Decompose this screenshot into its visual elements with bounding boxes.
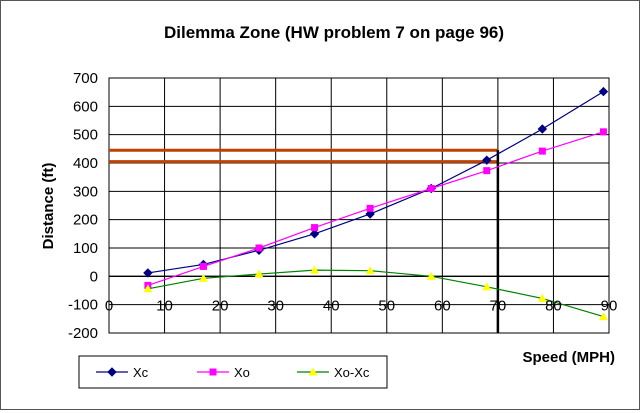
legend-marker <box>107 367 117 377</box>
data-point-xo <box>599 128 607 136</box>
data-point-xo <box>366 204 374 212</box>
y-tick-label: 100 <box>73 240 98 257</box>
legend-label: Xo-Xc <box>334 365 370 380</box>
x-tick-label: 60 <box>434 297 451 314</box>
legend-label: Xo <box>234 365 250 380</box>
legend-marker <box>308 367 318 376</box>
tick-labels: 700 600 500 400 300 200 100 0 -100 -200 0 10 20 30 40 5… <box>68 70 617 342</box>
data-point-xc <box>143 268 153 278</box>
data-point-xo <box>311 224 319 232</box>
legend-marker <box>209 368 217 376</box>
y-tick-label: 500 <box>73 127 98 144</box>
y-tick-label: 300 <box>73 183 98 200</box>
annotation-lines <box>109 148 500 333</box>
x-tick-label: 50 <box>378 297 395 314</box>
legend-box <box>78 355 388 389</box>
y-tick-label: 200 <box>73 212 98 229</box>
data-point-xoxc <box>537 293 547 302</box>
plot-border <box>108 77 610 334</box>
data-point-xoxc <box>426 271 436 280</box>
data-point-xc <box>537 124 548 134</box>
data-point-xoxc <box>482 282 492 291</box>
x-tick-label: 10 <box>156 297 173 314</box>
y-tick-label: 700 <box>73 70 98 87</box>
x-tick-label: 0 <box>105 297 113 314</box>
y-tick-label: -100 <box>68 297 98 314</box>
y-tick-label: 600 <box>73 98 98 115</box>
data-point-xo <box>255 244 263 252</box>
data-point-xoxc <box>310 265 320 274</box>
data-point-xc <box>309 229 320 239</box>
data-point-xoxc <box>198 273 208 282</box>
y-tick-label: 0 <box>90 268 98 285</box>
chart-title: Dilemma Zone (HW problem 7 on page 96) <box>164 23 504 42</box>
x-tick-label: 70 <box>490 297 507 314</box>
y-tick-label: -200 <box>68 325 98 342</box>
x-axis-label: Speed (MPH) <box>522 349 615 366</box>
data-point-xc <box>482 155 492 165</box>
legend: Xc Xo Xo-Xc <box>78 355 388 389</box>
data-point-xc <box>365 209 375 219</box>
x-tick-label: 20 <box>212 297 229 314</box>
x-tick-label: 80 <box>545 297 562 314</box>
series-layer <box>143 86 609 321</box>
data-point-xo <box>538 147 546 155</box>
data-point-xo <box>483 167 491 175</box>
y-axis-label: Distance (ft) <box>40 163 57 250</box>
data-point-xo <box>427 185 435 192</box>
data-point-xo <box>199 262 207 270</box>
y-tick-label: 400 <box>73 155 98 172</box>
x-tick-label: 40 <box>323 297 340 314</box>
data-point-xoxc <box>143 284 153 293</box>
data-point-xoxc <box>365 266 375 275</box>
data-point-xoxc <box>254 269 264 278</box>
data-point-xc <box>598 86 609 97</box>
x-tick-label: 90 <box>601 297 618 314</box>
legend-label: Xc <box>133 365 149 380</box>
x-tick-label: 30 <box>267 297 284 314</box>
plot-area <box>108 77 610 334</box>
data-point-xoxc <box>598 312 608 321</box>
